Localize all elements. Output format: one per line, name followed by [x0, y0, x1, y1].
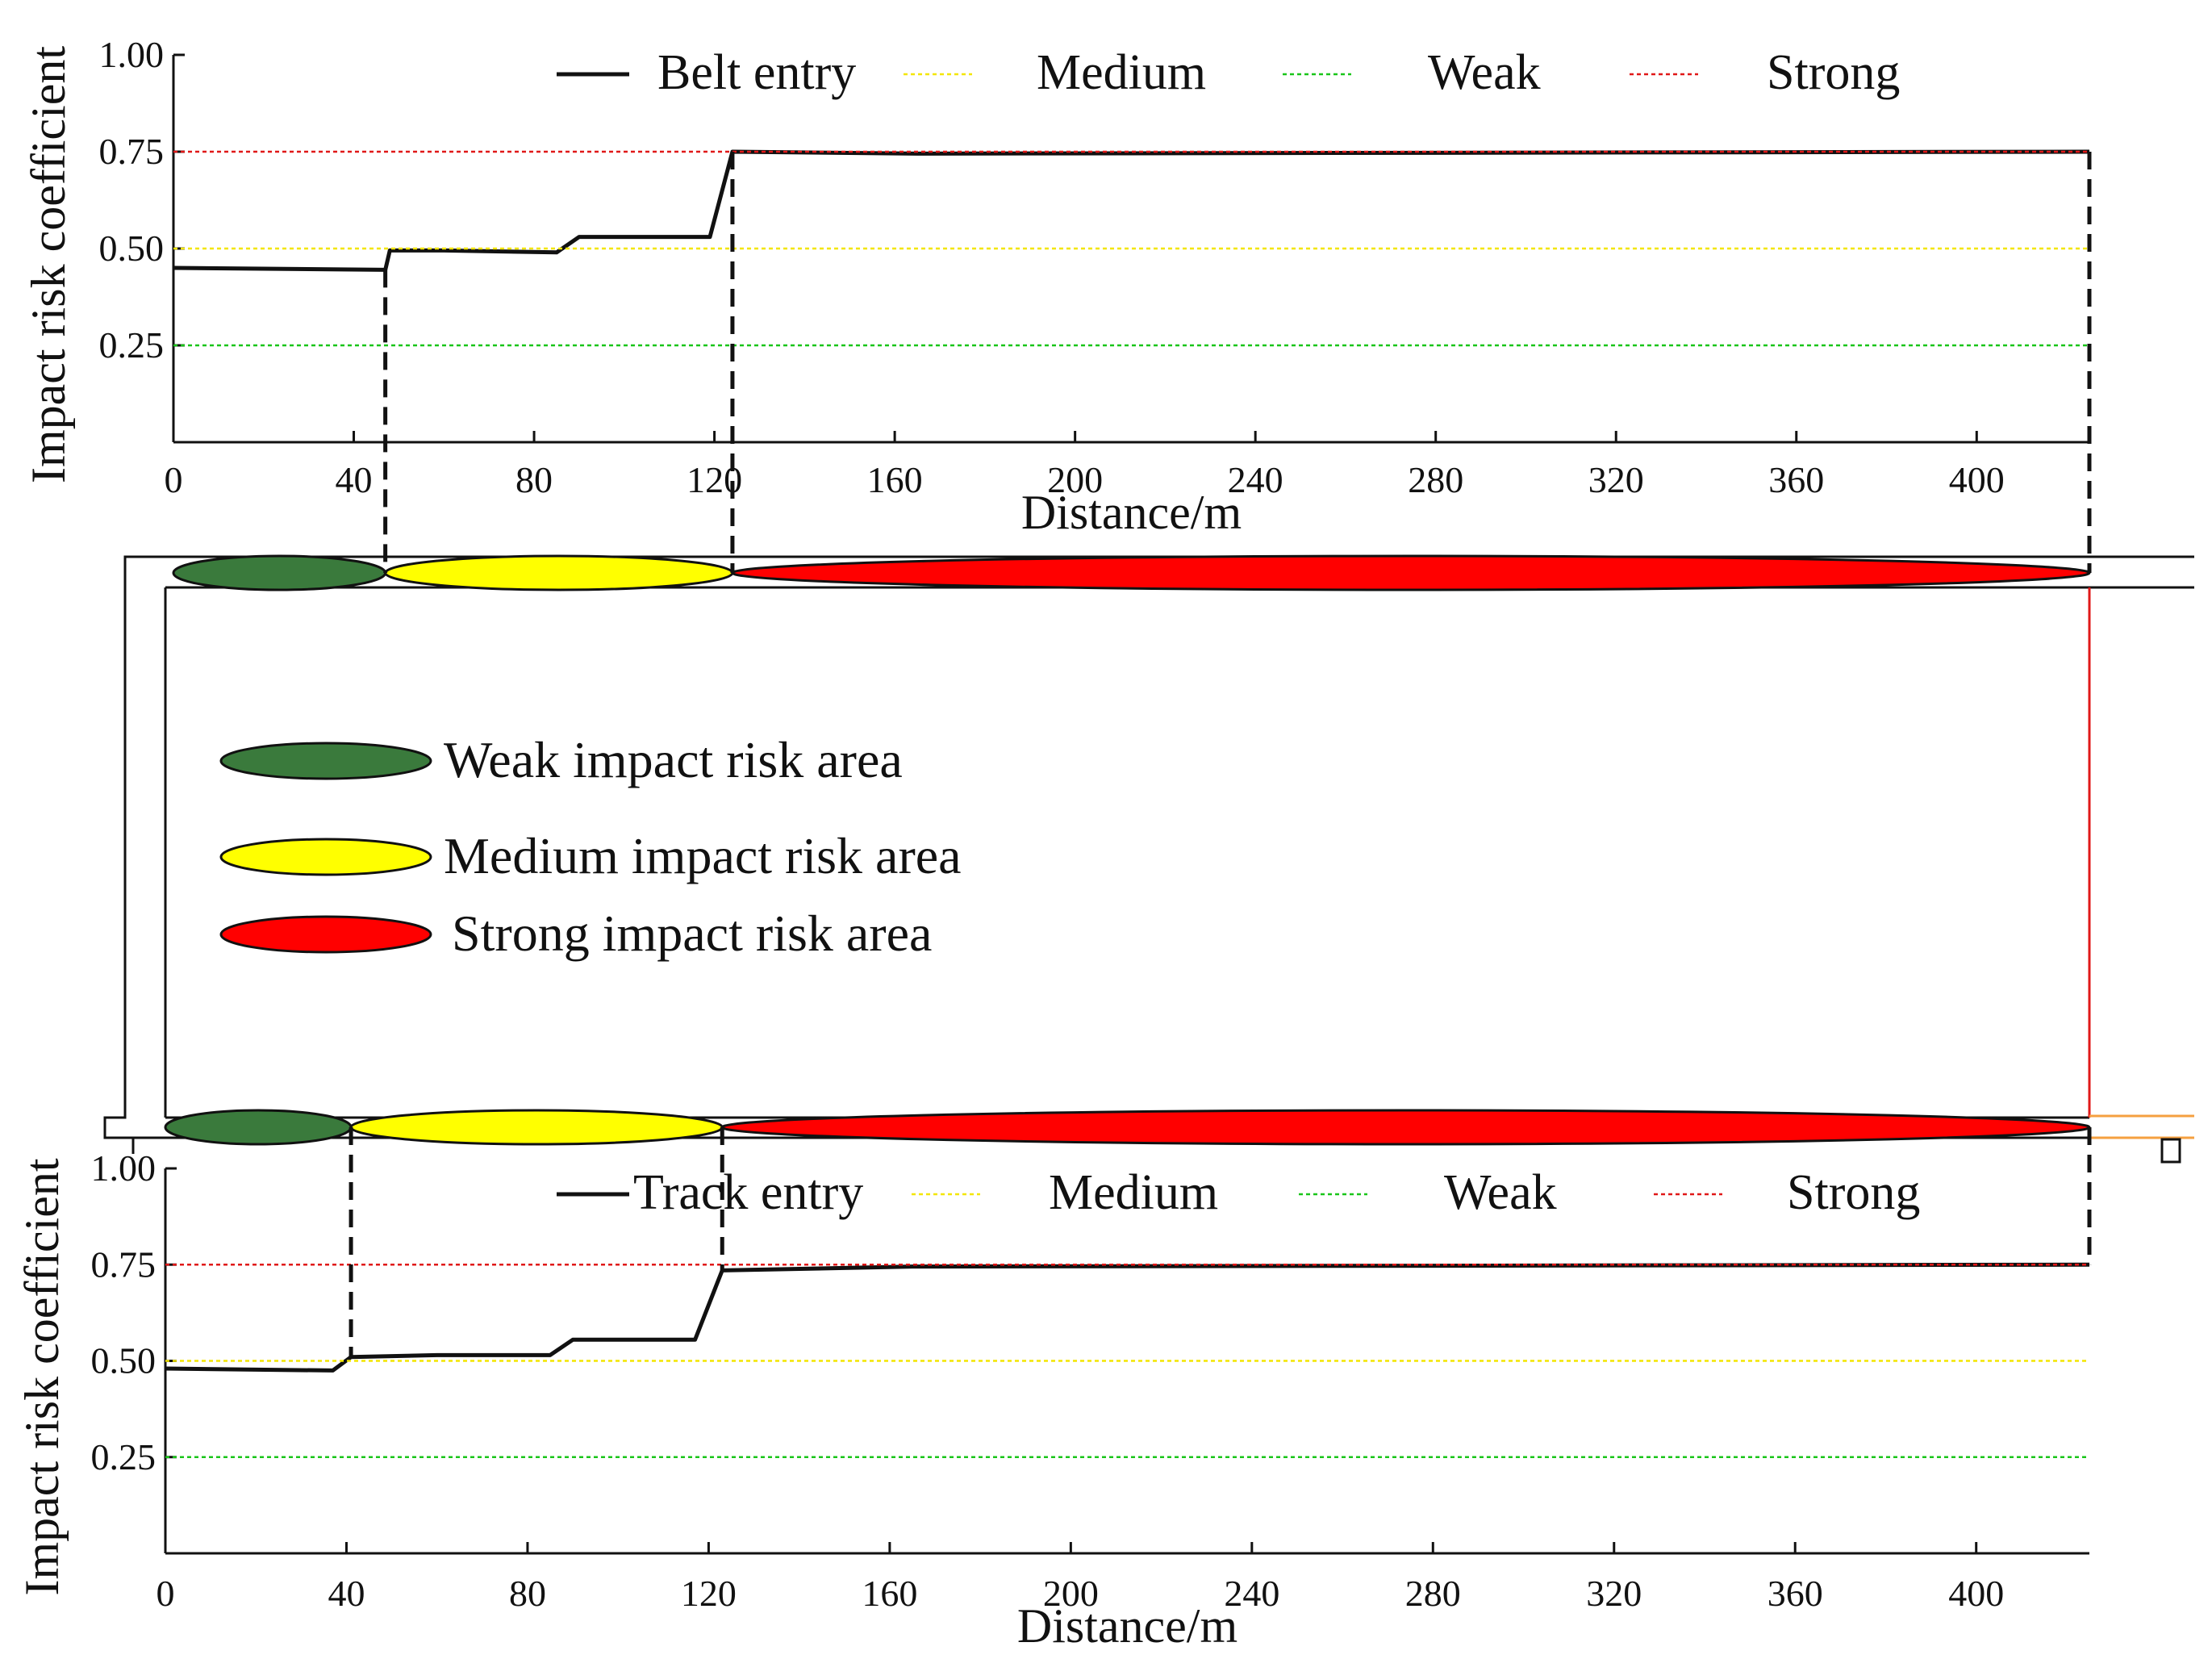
x-tick-label: 160	[867, 459, 923, 500]
track-entry-chart: 0 40 80 120 160 200 240 280 320 360 400 0.25 0.50 0.7…	[15, 1147, 2090, 1653]
y-tick-label: 0.25	[99, 324, 165, 366]
y-tick-label: 0.75	[91, 1243, 157, 1285]
zone-legend-label-medium: Medium impact risk area	[444, 827, 962, 884]
x-axis-label: Distance/m	[1021, 486, 1242, 539]
legend-label: Strong	[1787, 1165, 1920, 1220]
zone-ellipse-strong	[731, 554, 2091, 591]
x-tick-label: 0	[165, 459, 183, 500]
x-tick-label: 320	[1586, 1573, 1642, 1614]
x-tick-label: 360	[1768, 459, 1824, 500]
x-tick-label: 0	[157, 1573, 175, 1614]
x-tick-label: 40	[336, 459, 373, 500]
belt-entry-chart: 0 40 80 120 160 200 240 280 320 360 4000.250.500.7…	[22, 34, 2090, 539]
zone-legend-swatch-strong	[219, 915, 432, 954]
x-tick-label: 240	[1228, 459, 1283, 500]
x-tick-label: 200	[1047, 459, 1103, 500]
legend-label: Strong	[1767, 45, 1900, 100]
x-tick-label: 200	[1043, 1573, 1099, 1614]
legend-label: Medium	[1049, 1165, 1218, 1220]
belt-zone-ellipses	[172, 554, 2091, 591]
y-axis-label: Impact risk coefficient	[15, 1158, 69, 1595]
x-tick-label: 400	[1948, 1573, 2004, 1614]
zone-ellipse-strong	[720, 1109, 2091, 1146]
y-tick-label: 0.75	[99, 131, 165, 172]
series-line-track-entry	[165, 1262, 2090, 1373]
y-axis-label: Impact risk coefficient	[22, 46, 75, 483]
y-tick-label: 1.00	[91, 1147, 157, 1189]
x-tick-label: 320	[1588, 459, 1644, 500]
x-tick-label: 240	[1224, 1573, 1279, 1614]
zone-legend-label-strong: Strong impact risk area	[452, 905, 932, 962]
zone-legend: Weak impact risk area Medium impact risk …	[219, 731, 962, 962]
y-tick-label: 0.25	[91, 1436, 157, 1477]
zone-ellipse-weak	[164, 1109, 353, 1146]
track-zone-ellipses	[164, 1109, 2091, 1146]
small-box-marker	[2160, 1138, 2181, 1164]
x-tick-label: 80	[509, 1573, 546, 1614]
series-line-belt-entry	[173, 149, 2090, 272]
x-tick-label: 40	[328, 1573, 365, 1614]
x-tick-label: 280	[1405, 1573, 1461, 1614]
x-axis-label: Distance/m	[1017, 1599, 1237, 1653]
zone-ellipse-medium	[349, 1109, 724, 1146]
zone-ellipse-weak	[172, 554, 387, 591]
legend-label: Track entry	[633, 1165, 863, 1220]
zone-legend-swatch-weak	[219, 742, 432, 780]
legend-label: Weak	[1444, 1165, 1557, 1220]
zone-legend-label-weak: Weak impact risk area	[444, 731, 903, 788]
legend-label: Medium	[1037, 45, 1206, 100]
y-tick-label: 0.50	[91, 1340, 157, 1381]
x-tick-label: 280	[1408, 459, 1463, 500]
zone-boundary-lines	[348, 152, 2092, 1357]
x-tick-label: 80	[515, 459, 553, 500]
x-tick-label: 400	[1949, 459, 2005, 500]
x-tick-label: 160	[862, 1573, 917, 1614]
zone-legend-swatch-medium	[219, 838, 432, 876]
y-tick-label: 0.50	[99, 228, 165, 269]
x-tick-label: 360	[1768, 1573, 1823, 1614]
legend-label: Belt entry	[657, 45, 856, 100]
y-tick-label: 1.00	[99, 34, 165, 75]
zone-ellipse-medium	[384, 554, 734, 591]
legend-label: Weak	[1428, 45, 1541, 100]
x-tick-label: 120	[681, 1573, 737, 1614]
